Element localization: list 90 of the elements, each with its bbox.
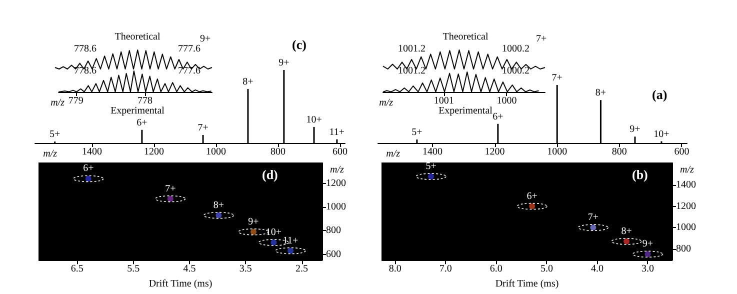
y-tick-label: 1200 [676,200,696,212]
x-axis-title: Drift Time (ms) [148,278,212,290]
x-tick-label: 2.5 [296,264,308,275]
x-tick-label: 4.5 [183,264,196,275]
y-axis-title: m/z [330,164,344,176]
x-tick-label: 7.0 [439,264,452,275]
x-axis-title: m/z [50,98,65,108]
x-tick-label: 4.0 [590,264,604,275]
x-tick-label: 778 [137,96,152,106]
annotation: 7+ [198,122,209,134]
x-tick-label: 1400 [82,146,102,158]
y-tick-label: 800 [326,225,341,236]
y-tick-label: 800 [676,243,691,254]
annotation: 1001.2 [398,44,426,54]
y-tick-label: 600 [326,248,341,260]
annotation: 8+ [242,76,254,88]
annotation: 7+ [165,183,176,194]
x-tick-label: 1200 [144,146,164,158]
annotation: 8+ [595,88,606,99]
point [644,251,651,258]
x-tick-label: 8.0 [388,264,402,275]
x-tick-label: 1000 [547,146,568,158]
annotation: 778.6 [74,44,96,54]
annotation: 1000.2 [502,66,530,76]
chart-title: Theoretical [114,32,160,42]
x-tick-label: 1200 [484,146,505,158]
x-axis-title: m/z [379,98,394,108]
annotation: 8+ [621,226,632,237]
point [288,248,294,254]
text: 9+ [200,34,211,44]
annotation: 11+ [329,126,345,138]
x-tick-label: 1400 [422,146,443,158]
x-tick-label: 5.0 [540,264,553,275]
point [270,240,277,246]
annotation: 9+ [248,216,260,228]
annotation: 8+ [213,200,224,211]
point [529,203,536,210]
x-axis-title: m/z [43,148,58,160]
y-tick-label: 1400 [676,180,696,191]
x-tick-label: 1000 [206,146,226,158]
x-tick-label: 1001 [434,96,454,106]
point [624,238,630,244]
point [428,174,434,180]
annotation: 6+ [526,190,538,202]
chart-title: (a) [652,87,668,102]
annotation: 10+ [266,227,282,238]
text: 7+ [536,34,547,44]
annotation: 1000.2 [502,44,530,54]
point [250,228,256,235]
x-tick-label: 3.5 [239,264,252,275]
point [167,196,174,202]
annotation: 6+ [492,111,504,122]
annotation: 9+ [278,58,290,68]
y-tick-label: 1000 [326,202,346,213]
x-tick-label: 6.0 [490,264,502,275]
y-axis-title: m/z [680,164,694,176]
annotation: 10+ [306,114,322,126]
y-tick-label: 1000 [676,222,696,234]
point [85,176,92,182]
x-tick-label: 800 [612,146,627,158]
annotation: 5+ [50,129,61,140]
annotation: 10+ [654,128,670,140]
annotation: 777.6 [178,44,200,54]
annotation: 6+ [136,117,148,128]
text: Experimental [438,106,493,116]
annotation: 7+ [588,212,599,224]
x-tick-label: 5.5 [127,264,140,275]
x-axis-title: Drift Time (ms) [495,278,559,290]
x-axis-title: m/z [386,148,400,160]
chart-title: (c) [292,37,306,52]
annotation: 1001.2 [398,66,426,76]
annotation: 5+ [412,127,423,138]
chart-title: (d) [262,167,278,182]
annotation: 9+ [630,124,641,136]
annotation: 9+ [642,238,654,250]
annotation: 6+ [83,163,94,174]
x-tick-label: 779 [68,96,84,106]
y-tick-label: 1200 [326,178,346,189]
x-tick-label: 3.0 [642,264,654,275]
annotation: 11+ [282,235,299,246]
x-tick-label: 6.5 [70,264,84,275]
chart-title: (b) [632,167,648,182]
chart-title: Theoretical [442,32,488,42]
point [590,224,596,231]
annotation: 5+ [426,161,437,172]
x-tick-label: 800 [270,146,286,158]
text: Experimental [110,106,165,116]
x-tick-label: 1000 [496,96,517,106]
annotation: 7+ [552,72,563,84]
point [216,212,222,218]
